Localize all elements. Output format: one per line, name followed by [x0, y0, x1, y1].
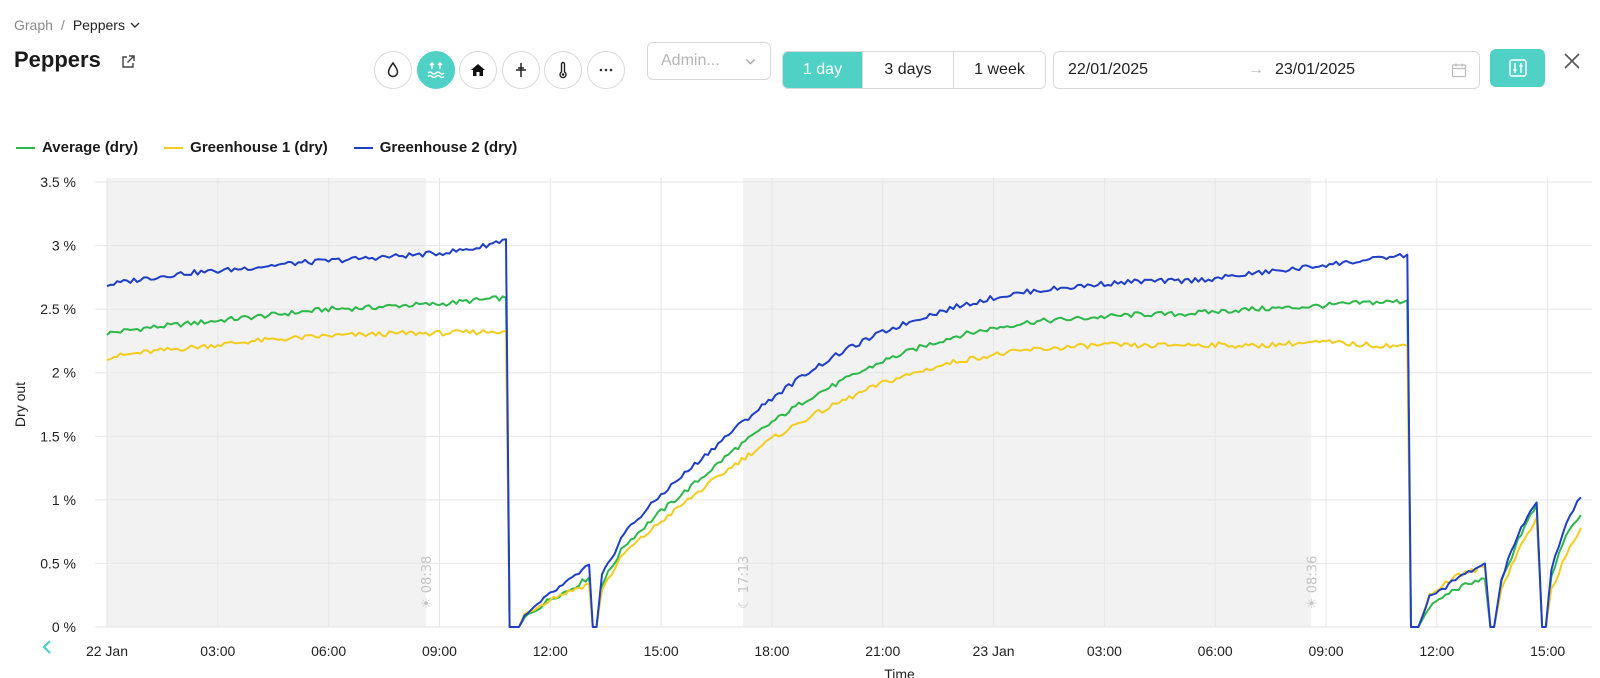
sun-marker-label: ☀ 08:38	[420, 556, 435, 609]
range-1-day-button[interactable]: 1 day	[783, 52, 862, 88]
x-tick-label: 12:00	[1419, 643, 1454, 659]
y-tick-label: 3.5 %	[40, 174, 76, 190]
y-tick-label: 1.5 %	[40, 428, 76, 444]
droplet-button[interactable]	[374, 51, 412, 89]
x-tick-label: 03:00	[200, 643, 235, 659]
sensor-probe-icon	[516, 63, 526, 77]
sensor-probe-button[interactable]	[502, 51, 540, 89]
range-3-days-button[interactable]: 3 days	[862, 52, 953, 88]
date-from-input[interactable]: 22/01/2025	[1068, 61, 1149, 78]
y-tick-label: 2 %	[52, 365, 76, 381]
legend-item-greenhouse-1[interactable]: Greenhouse 1 (dry)	[164, 139, 328, 156]
chevron-down-icon	[130, 22, 140, 28]
series-line-greenhouse-1	[106, 329, 1582, 628]
legend-swatch-greenhouse-2	[353, 146, 373, 149]
breadcrumb-separator: /	[60, 17, 65, 33]
legend-label-average: Average (dry)	[42, 139, 139, 156]
x-tick-label: 03:00	[1087, 643, 1122, 659]
page-title: Peppers	[14, 47, 101, 72]
x-tick-label: 21:00	[865, 643, 900, 659]
open-external-icon[interactable]	[120, 54, 136, 70]
legend-label-greenhouse-2: Greenhouse 2 (dry)	[379, 139, 518, 156]
admin-select[interactable]: Admin...	[647, 42, 771, 80]
legend-item-greenhouse-2[interactable]: Greenhouse 2 (dry)	[353, 139, 518, 156]
x-tick-label: 12:00	[533, 643, 568, 659]
series-line-greenhouse-2	[106, 238, 1582, 628]
x-tick-label: 15:00	[1530, 643, 1565, 659]
x-tick-label: 06:00	[311, 643, 346, 659]
y-tick-label: 1 %	[52, 492, 76, 508]
thermometer-button[interactable]	[544, 51, 582, 89]
series-line-average	[106, 295, 1582, 628]
time-range-group: 1 day 3 days 1 week	[782, 51, 1046, 89]
x-tick-label: 09:00	[422, 643, 457, 659]
chevron-down-icon	[745, 58, 756, 65]
dry-out-chart: 0 % 0.5 % 1 % 1.5 % 2 % 2.5 % 3 % 3.5 % 22 Jan 03…	[12, 174, 1592, 678]
x-axis-title: Time	[884, 666, 915, 678]
night-band	[107, 178, 426, 627]
y-axis-title: Dry out	[12, 382, 28, 427]
breadcrumb-current-dropdown[interactable]: Peppers	[73, 17, 141, 33]
y-tick-label: 0.5 %	[40, 555, 76, 571]
date-range-arrow: →	[1248, 61, 1264, 78]
more-button[interactable]	[587, 51, 625, 89]
thermometer-icon	[559, 61, 567, 79]
breadcrumb-graph-link[interactable]: Graph	[14, 17, 53, 33]
breadcrumb: Graph / Peppers	[14, 17, 141, 33]
y-tick-label: 2.5 %	[40, 301, 76, 317]
water-level-icon	[427, 61, 445, 79]
y-tick-label: 0 %	[52, 619, 76, 635]
x-tick-label: 09:00	[1309, 643, 1344, 659]
y-tick-label: 3 %	[52, 238, 76, 254]
x-tick-label: 06:00	[1198, 643, 1233, 659]
water-level-button[interactable]	[417, 51, 455, 89]
more-icon	[599, 68, 613, 72]
close-icon[interactable]	[1561, 50, 1583, 72]
legend-swatch-greenhouse-1	[164, 146, 184, 149]
date-to-input[interactable]: 23/01/2025	[1275, 61, 1356, 78]
legend-item-average[interactable]: Average (dry)	[16, 139, 138, 156]
admin-select-value: Admin...	[661, 52, 720, 69]
greenhouse-icon	[471, 64, 485, 76]
x-tick-label: 18:00	[754, 643, 789, 659]
date-range-picker[interactable]: 22/01/2025 → 23/01/2025	[1053, 51, 1480, 89]
legend-label-greenhouse-1: Greenhouse 1 (dry)	[190, 139, 328, 156]
range-1-week-button[interactable]: 1 week	[953, 52, 1045, 88]
greenhouse-button[interactable]	[459, 51, 497, 89]
sliders-icon	[1508, 59, 1527, 77]
breadcrumb-current-label: Peppers	[72, 17, 125, 33]
chart-settings-button[interactable]	[1490, 49, 1545, 87]
x-tick-label: 22 Jan	[86, 643, 128, 659]
droplet-icon	[387, 61, 399, 78]
sun-marker-label: ☾ 17:13	[737, 556, 752, 609]
x-tick-label: 15:00	[644, 643, 679, 659]
sun-marker-label: ☀ 08:36	[1305, 556, 1320, 609]
legend-swatch-average	[16, 146, 35, 149]
chart-legend: Average (dry) Greenhouse 1 (dry) Greenho…	[16, 139, 517, 156]
x-tick-label: 23 Jan	[973, 643, 1015, 659]
calendar-icon[interactable]	[1451, 62, 1467, 78]
chevron-left-icon[interactable]	[40, 639, 54, 655]
